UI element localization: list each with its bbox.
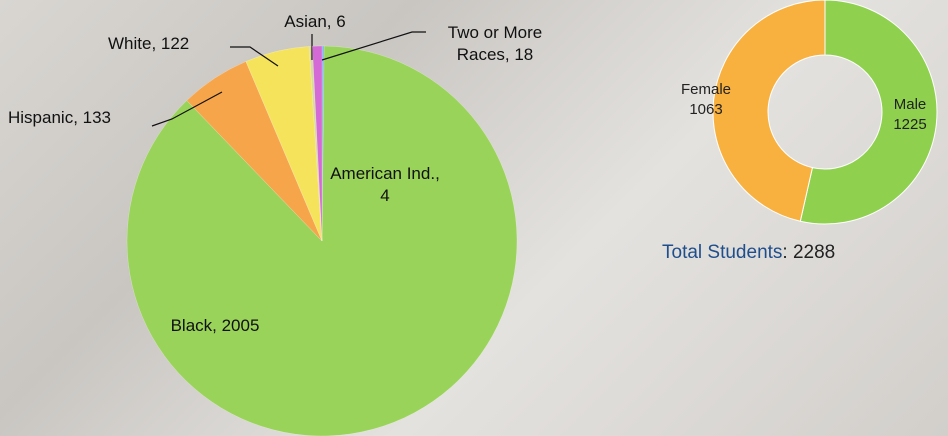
data-label: Two or More Races, 18 xyxy=(420,22,570,66)
page: Total Students: 2288 American Ind., 4 Bla… xyxy=(0,0,948,436)
category-label: Male xyxy=(880,95,940,115)
category-label: Female xyxy=(676,80,736,100)
total-students: Total Students: 2288 xyxy=(662,242,835,264)
value-label: 1225 xyxy=(880,115,940,135)
data-label: American Ind., 4 xyxy=(330,163,440,207)
value-label: 1063 xyxy=(676,100,736,120)
data-label: Hispanic, 133 xyxy=(8,107,158,129)
data-label: Asian, 6 xyxy=(270,11,360,33)
data-label: White, 122 xyxy=(108,33,238,55)
total-label: Total Students xyxy=(662,242,782,263)
data-label: Black, 2005 xyxy=(150,315,280,337)
total-text: : 2288 xyxy=(782,242,835,263)
